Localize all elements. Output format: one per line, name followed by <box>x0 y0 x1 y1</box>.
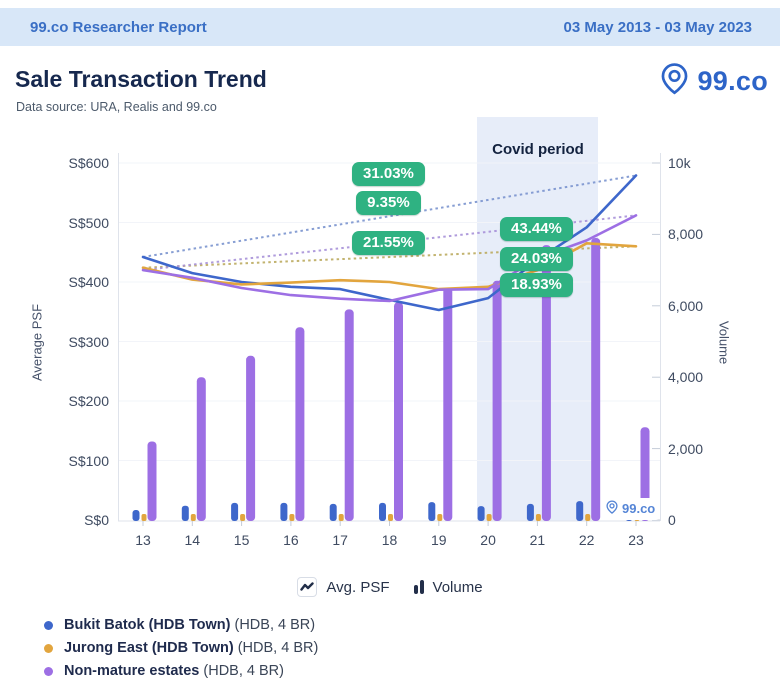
series-legend-label: Jurong East (HDB Town) (HDB, 4 BR) <box>64 640 318 656</box>
left-axis-title: Average PSF <box>29 303 45 382</box>
series-legend-label: Bukit Batok (HDB Town) (HDB, 4 BR) <box>64 617 315 633</box>
legend-item-avg-psf[interactable]: Avg. PSF <box>297 577 390 597</box>
series-color-dot <box>44 620 53 630</box>
y-axis-label-left: S$200 <box>68 393 109 409</box>
y-axis-label-right: 8,000 <box>668 226 704 243</box>
series-legend-item[interactable]: Jurong East (HDB Town) (HDB, 4 BR) <box>44 640 318 656</box>
y-axis-label-left: S$0 <box>84 512 109 528</box>
x-axis-label: 18 <box>381 532 398 548</box>
right-axis-title: Volume <box>716 320 732 365</box>
x-axis-label: 22 <box>578 532 595 548</box>
watermark-text: 99.co <box>622 501 656 516</box>
trend-badge: 43.44% <box>500 217 573 241</box>
brand-logo-text: 99.co <box>697 65 768 96</box>
trend-badge: 31.03% <box>352 162 425 186</box>
report-title: 99.co Researcher Report <box>30 18 207 36</box>
series-suffix: (HDB, 4 BR) <box>233 640 319 656</box>
trend-badge: 9.35% <box>356 191 421 215</box>
y-axis-label-left: S$600 <box>68 155 109 171</box>
y-axis-label-right: 6,000 <box>668 297 704 314</box>
y-axis-label-left: S$300 <box>68 333 109 350</box>
series-legend-item[interactable]: Bukit Batok (HDB Town) (HDB, 4 BR) <box>44 617 318 633</box>
series-suffix: (HDB, 4 BR) <box>199 663 284 679</box>
x-axis-label: 23 <box>628 532 644 548</box>
trend-badges-right: 43.44% 24.03% 18.93% <box>500 217 573 297</box>
x-axis-label: 20 <box>480 532 496 548</box>
line-icon <box>297 577 318 597</box>
y-axis-label-right: 2,000 <box>668 440 704 457</box>
trend-badge: 21.55% <box>352 231 425 255</box>
legend-label: Volume <box>432 578 483 596</box>
y-axis-label-left: S$500 <box>68 214 109 231</box>
trend-badges-left: 31.03% 9.35% 21.55% <box>352 162 425 255</box>
series-color-dot <box>44 643 53 653</box>
x-axis-label: 21 <box>529 532 546 548</box>
y-axis-label-right: 0 <box>668 512 676 528</box>
series-legend: Bukit Batok (HDB Town) (HDB, 4 BR) Jurong… <box>44 617 318 679</box>
series-color-dot <box>44 666 53 676</box>
data-source-note: Data source: URA, Realis and 99.co <box>16 100 217 114</box>
covid-period-region <box>477 117 598 521</box>
legend-label: Avg. PSF <box>326 578 390 596</box>
chart-legend: Avg. PSF Volume <box>0 577 780 597</box>
x-axis-label: 17 <box>332 532 348 548</box>
x-axis-label: 16 <box>283 532 299 548</box>
x-axis-label: 19 <box>431 532 447 548</box>
report-date-range: 03 May 2013 - 03 May 2023 <box>563 18 752 36</box>
series-name: Jurong East (HDB Town) <box>64 640 234 656</box>
y-axis-label-right: 10k <box>668 155 691 171</box>
map-pin-icon <box>605 500 619 517</box>
covid-period-label: Covid period <box>492 141 584 158</box>
y-axis-label-left: S$400 <box>68 274 109 290</box>
x-axis-label: 14 <box>184 532 201 548</box>
series-name: Non-mature estates <box>64 663 200 679</box>
report-header-bar: 99.co Researcher Report 03 May 2013 - 03… <box>0 8 780 46</box>
brand-logo: 99.co <box>658 62 768 100</box>
x-axis-label: 15 <box>233 532 250 548</box>
map-pin-icon <box>658 62 691 100</box>
x-axis-label: 13 <box>135 532 151 548</box>
bars-icon <box>413 580 424 594</box>
y-axis-label-right: 4,000 <box>668 369 704 386</box>
legend-item-volume[interactable]: Volume <box>413 578 483 596</box>
chart-watermark: 99.co <box>602 498 661 520</box>
trend-badge: 24.03% <box>500 247 573 271</box>
y-axis-label-left: S$100 <box>68 452 109 469</box>
series-legend-label: Non-mature estates (HDB, 4 BR) <box>64 663 284 679</box>
series-legend-item[interactable]: Non-mature estates (HDB, 4 BR) <box>44 663 318 679</box>
series-suffix: (HDB, 4 BR) <box>230 617 316 633</box>
series-name: Bukit Batok (HDB Town) <box>64 617 231 633</box>
page-title: Sale Transaction Trend <box>15 66 267 92</box>
trend-badge: 18.93% <box>500 273 573 297</box>
